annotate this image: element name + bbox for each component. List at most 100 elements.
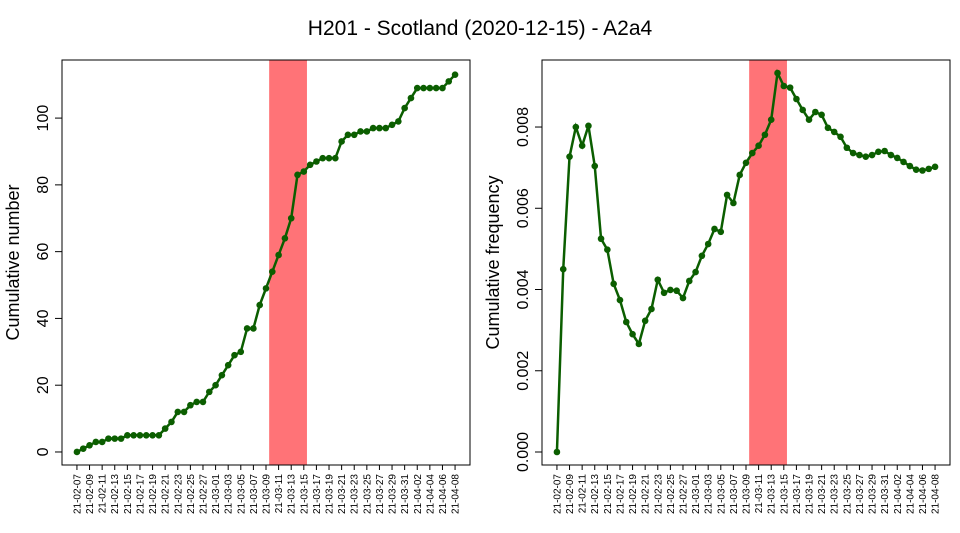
data-point (881, 147, 888, 155)
data-point (585, 122, 592, 130)
plot-frame (541, 59, 951, 466)
data-point (338, 138, 345, 145)
x-tick-label: 21-03-01 (211, 474, 222, 514)
data-point (439, 84, 446, 92)
data-point (673, 287, 680, 295)
x-tick-label: 21-03-05 (716, 474, 727, 514)
x-tick-label: 21-02-23 (653, 474, 664, 514)
data-point (685, 277, 693, 285)
data-point (73, 448, 81, 456)
data-point (723, 191, 731, 199)
y-tick-label: 80 (35, 176, 52, 194)
data-point (679, 294, 687, 302)
data-point (793, 95, 800, 103)
y-tick-label: 0 (35, 447, 52, 456)
data-point (350, 131, 358, 139)
x-tick-label: 21-04-08 (451, 474, 462, 514)
data-point (187, 401, 194, 409)
data-point (830, 128, 838, 136)
x-tick-label: 21-02-09 (565, 474, 576, 514)
x-tick-label: 21-02-21 (641, 474, 652, 514)
y-tick-label: 40 (35, 309, 52, 327)
x-tick-label: 21-03-13 (767, 474, 778, 514)
data-point (287, 214, 295, 222)
data-point (641, 317, 649, 325)
figure-title: H201 - Scotland (2020-12-15) - A2a4 (308, 17, 653, 40)
data-point (610, 280, 617, 288)
data-point (451, 71, 459, 78)
x-tick-label: 21-03-17 (312, 474, 323, 514)
data-point (755, 142, 762, 150)
data-point (749, 149, 756, 157)
data-point (730, 199, 737, 207)
data-point (79, 445, 87, 452)
plot-frame (61, 59, 471, 466)
data-point (767, 116, 775, 124)
x-tick-label: 21-03-25 (842, 474, 853, 514)
x-tick-label: 21-02-17 (135, 474, 146, 514)
data-point (363, 128, 371, 135)
data-point (445, 78, 453, 85)
x-tick-label: 21-02-27 (678, 474, 689, 514)
x-tick-label: 21-02-19 (628, 474, 639, 514)
data-point (843, 144, 851, 152)
data-point (566, 153, 573, 160)
x-tick-label: 21-04-08 (931, 474, 942, 514)
x-tick-label: 21-03-31 (880, 474, 891, 514)
data-point (124, 431, 131, 439)
data-point (925, 165, 933, 173)
x-tick-label: 21-02-17 (615, 474, 626, 514)
data-point (818, 111, 825, 119)
data-point (92, 438, 100, 446)
data-point (553, 448, 561, 456)
data-point (256, 301, 263, 309)
data-point (893, 154, 901, 162)
x-tick-label: 21-03-07 (729, 474, 740, 514)
x-tick-label: 21-04-02 (893, 474, 904, 514)
series-line (555, 68, 936, 453)
y-tick-label: 0.002 (515, 351, 532, 391)
data-point (269, 268, 276, 275)
data-point (711, 225, 718, 233)
y-axis-label: Cumulative number (3, 184, 23, 340)
data-point (357, 128, 364, 135)
x-tick-label: 21-03-11 (754, 474, 765, 514)
x-tick-label: 21-03-17 (792, 474, 803, 514)
x-tick-label: 21-04-06 (918, 474, 929, 514)
x-tick-label: 21-02-15 (123, 474, 134, 514)
data-point (231, 351, 238, 359)
data-point (698, 252, 706, 260)
y-tick-label: 0.006 (515, 188, 532, 228)
data-point (313, 158, 320, 165)
x-tick-label: 21-03-07 (249, 474, 260, 514)
data-point (597, 235, 605, 243)
data-point (591, 162, 599, 170)
data-point (875, 148, 882, 156)
y-tick-label: 100 (35, 105, 52, 132)
x-tick-label: 21-03-13 (287, 474, 298, 514)
data-point (736, 171, 743, 179)
data-point (578, 142, 586, 150)
series-line (76, 73, 456, 454)
data-point (692, 268, 699, 276)
data-point (136, 431, 144, 439)
x-tick-label: 21-03-15 (299, 474, 310, 514)
data-point (174, 408, 182, 416)
data-point (780, 82, 788, 90)
data-point (849, 149, 857, 157)
data-point (180, 408, 188, 416)
x-tick-label: 21-03-25 (362, 474, 373, 514)
y-axis-label: Cumulative frequency (483, 175, 503, 349)
data-point (130, 431, 137, 439)
data-point (388, 121, 396, 129)
x-tick-label: 21-02-11 (98, 474, 109, 514)
data-point (704, 240, 712, 248)
data-point (837, 133, 844, 141)
data-point (812, 108, 819, 116)
data-point (742, 159, 750, 167)
data-point (862, 153, 870, 160)
x-tick-label: 21-04-04 (425, 474, 436, 514)
data-point (912, 166, 920, 173)
data-point (376, 124, 383, 132)
data-point (294, 171, 301, 179)
